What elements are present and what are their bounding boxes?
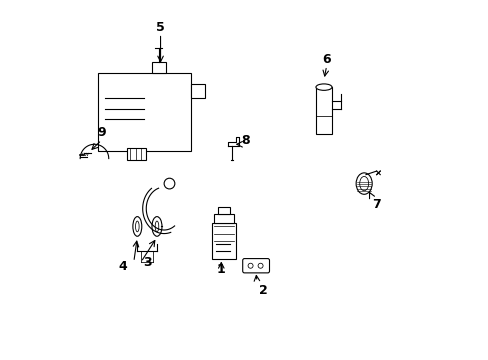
Text: 1: 1 [217, 264, 225, 276]
Bar [98, 73, 190, 152]
Bar [190, 84, 205, 98]
Bar [217, 207, 230, 214]
Bar [315, 87, 331, 134]
Text: 5: 5 [156, 21, 164, 33]
Circle shape [258, 263, 263, 268]
Ellipse shape [359, 176, 368, 191]
Text: 4: 4 [119, 260, 127, 273]
FancyBboxPatch shape [242, 258, 269, 273]
Text: 2: 2 [258, 284, 267, 297]
Text: 7: 7 [371, 198, 380, 211]
Ellipse shape [135, 221, 139, 232]
Ellipse shape [315, 84, 331, 90]
Ellipse shape [355, 173, 371, 194]
Text: 6: 6 [322, 53, 330, 66]
Text: 3: 3 [142, 256, 151, 269]
Circle shape [164, 178, 175, 189]
Ellipse shape [133, 217, 142, 236]
Bar [126, 148, 146, 160]
Ellipse shape [155, 221, 159, 232]
Ellipse shape [152, 217, 162, 236]
Text: 9: 9 [97, 126, 106, 139]
Bar [151, 62, 165, 73]
Circle shape [247, 263, 253, 268]
Bar [214, 214, 233, 223]
Bar [212, 223, 235, 258]
Text: 8: 8 [241, 134, 249, 147]
